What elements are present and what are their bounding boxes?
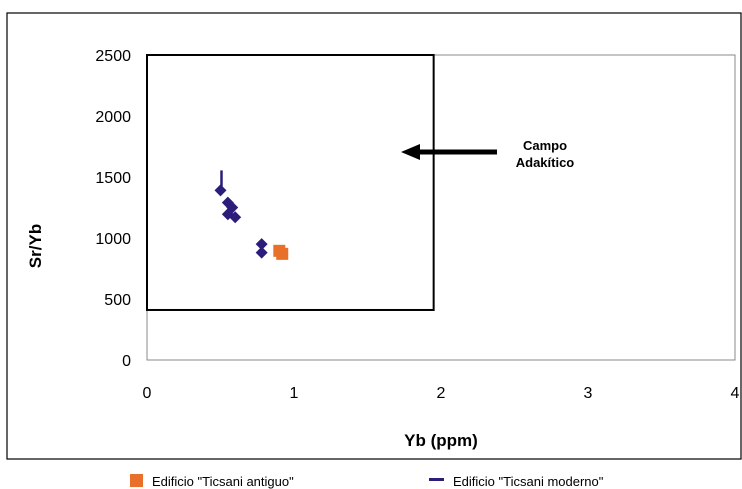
point-moderno (229, 211, 242, 224)
y-tick-label: 2000 (95, 109, 131, 126)
x-tick-label: 2 (437, 385, 446, 402)
chart-border (6, 12, 742, 460)
y-tick-label: 2500 (95, 48, 131, 65)
y-tick-label: 500 (104, 292, 131, 309)
x-axis-title: Yb (ppm) (404, 431, 478, 450)
x-tick-label: 4 (731, 385, 740, 402)
point-antiguo (276, 247, 289, 260)
x-axis-ticks: 0 1 2 3 4 (143, 385, 740, 402)
legend-marker-antiguo (130, 474, 143, 487)
y-axis-title: Sr/Yb (26, 224, 45, 268)
data-points (214, 170, 289, 260)
adakitic-field-box (146, 54, 435, 311)
legend-label-antiguo: Edificio "Ticsani antiguo" (152, 474, 294, 489)
x-tick-label: 3 (584, 385, 593, 402)
legend: Edificio "Ticsani antiguo" Edificio "Tic… (130, 474, 604, 489)
x-tick-label: 1 (290, 385, 299, 402)
legend-label-moderno: Edificio "Ticsani moderno" (453, 474, 604, 489)
point-moderno (214, 184, 227, 197)
legend-marker-moderno (429, 478, 444, 481)
point-moderno (255, 246, 268, 259)
y-tick-label: 1500 (95, 170, 131, 187)
annotation-line-1: Campo (523, 138, 567, 153)
point-moderno (255, 238, 268, 251)
annotation-line-2: Adakítico (516, 155, 575, 170)
y-tick-label: 0 (122, 353, 131, 370)
y-axis-ticks: 0 500 1000 1500 2000 2500 (95, 48, 131, 370)
y-tick-label: 1000 (95, 231, 131, 248)
x-tick-label: 0 (143, 385, 152, 402)
annotation-arrow (401, 144, 497, 160)
